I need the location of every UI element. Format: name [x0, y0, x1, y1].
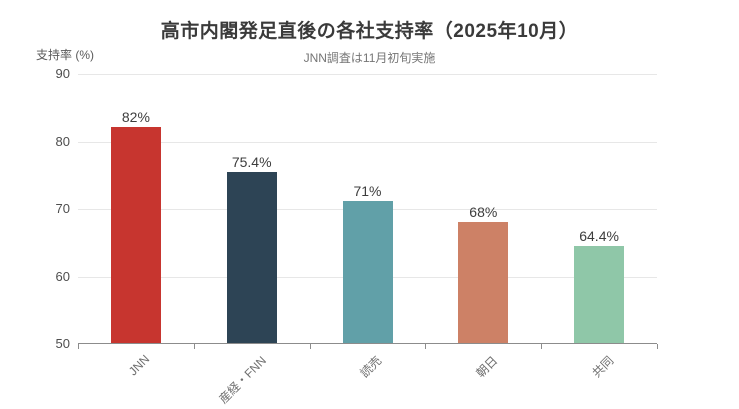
x-axis-tick — [78, 344, 79, 349]
gridline-90 — [78, 74, 657, 75]
x-axis-tick — [425, 344, 426, 349]
value-label-産経・FNN: 75.4% — [231, 153, 272, 170]
value-label-共同: 64.4% — [579, 227, 619, 244]
x-axis-label-読売: 読売 — [357, 353, 385, 381]
y-axis-title: 支持率 (%) — [36, 48, 94, 62]
plot-area — [78, 74, 658, 349]
chart-subtitle: JNN調査は11月初旬実施 — [303, 51, 436, 65]
x-axis-tick — [657, 344, 658, 349]
value-label-朝日: 68% — [469, 203, 498, 220]
y-tick-label-90: 90 — [55, 66, 70, 81]
x-axis-label-共同: 共同 — [589, 353, 617, 381]
x-axis-label-朝日: 朝日 — [473, 353, 501, 381]
bar-産経・FNN — [226, 171, 277, 343]
bar-読売 — [342, 201, 393, 343]
x-axis-line — [78, 343, 657, 344]
x-axis-tick — [194, 344, 195, 349]
bar-朝日 — [458, 221, 509, 343]
x-axis-label-JNN: JNN — [125, 352, 152, 379]
x-axis-tick — [310, 344, 311, 349]
chart-title: 高市内閣発足直後の各社支持率（2025年10月） — [160, 21, 579, 42]
y-tick-label-50: 50 — [55, 336, 70, 351]
x-axis-tick — [541, 344, 542, 349]
y-tick-label-80: 80 — [55, 133, 70, 149]
bar-JNN — [110, 127, 161, 343]
bar-共同 — [574, 245, 625, 343]
y-tick-label-70: 70 — [55, 201, 70, 216]
value-label-読売: 71% — [353, 183, 382, 200]
y-tick-label-60: 60 — [55, 268, 70, 284]
value-label-JNN: 82% — [121, 109, 150, 125]
gridline-80 — [78, 141, 657, 143]
x-axis-label-産経・FNN: 産経・FNN — [216, 353, 270, 407]
